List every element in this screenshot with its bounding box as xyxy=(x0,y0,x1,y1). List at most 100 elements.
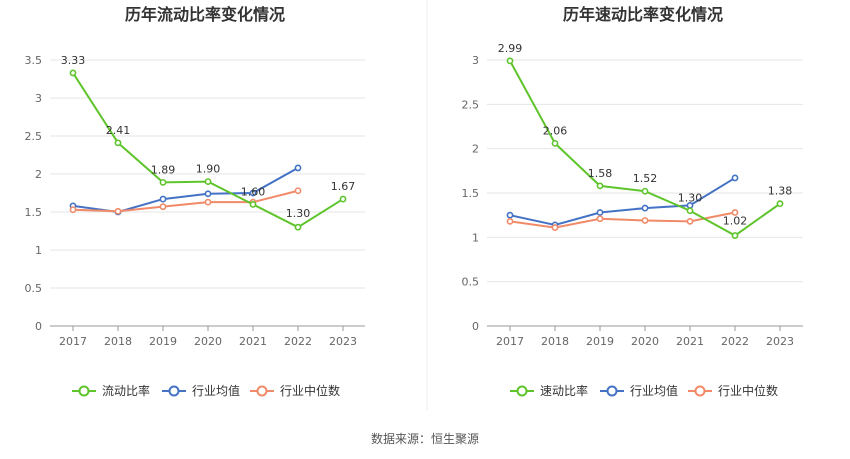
x-tick-label: 2019 xyxy=(149,335,177,348)
legend-swatch-marker xyxy=(606,385,618,397)
x-tick-label: 2017 xyxy=(496,335,524,348)
series-line-industry_median xyxy=(509,211,736,229)
data-point-industry_avg xyxy=(204,190,212,198)
data-point-company xyxy=(249,200,257,208)
series-line-industry_avg xyxy=(509,177,736,226)
data-point-industry_avg xyxy=(641,204,649,212)
chart-title: 历年速动比率变化情况 xyxy=(563,5,723,24)
y-tick-label: 1.5 xyxy=(462,187,480,200)
data-point-industry_median xyxy=(731,209,739,216)
data-label: 1.02 xyxy=(723,215,748,228)
data-point-company xyxy=(686,207,694,215)
legend-item: 行业中位数 xyxy=(250,383,340,398)
data-point-industry_median xyxy=(114,207,122,215)
x-tick-label: 2017 xyxy=(59,335,87,348)
legend-label: 行业中位数 xyxy=(718,383,778,398)
y-tick-label: 0.5 xyxy=(25,282,43,295)
legend-item: 流动比率 xyxy=(72,383,150,398)
data-point-company xyxy=(551,139,559,147)
data-label: 3.33 xyxy=(61,54,86,67)
data-point-company xyxy=(114,139,122,147)
y-tick-label: 1 xyxy=(472,231,479,244)
legend-label: 行业中位数 xyxy=(280,383,340,398)
x-tick-label: 2021 xyxy=(676,335,704,348)
x-tick-label: 2018 xyxy=(104,335,132,348)
data-label: 1.89 xyxy=(151,163,176,176)
y-tick-label: 2.5 xyxy=(462,98,480,111)
x-tick-label: 2018 xyxy=(541,335,569,348)
data-label: 1.38 xyxy=(768,185,793,198)
x-tick-label: 2023 xyxy=(766,335,794,348)
data-label: 1.90 xyxy=(196,163,221,176)
data-label: 2.99 xyxy=(498,42,523,55)
data-point-industry_avg xyxy=(294,164,302,172)
data-point-industry_avg xyxy=(506,211,514,219)
data-point-company xyxy=(776,200,784,208)
legend-swatch-marker xyxy=(694,385,706,397)
legend-label: 行业均值 xyxy=(192,383,240,398)
data-point-industry_median xyxy=(686,217,694,225)
data-point-company xyxy=(294,223,302,231)
x-tick-label: 2022 xyxy=(721,335,749,348)
data-point-industry_avg xyxy=(596,209,604,216)
legend-item: 行业均值 xyxy=(600,383,678,398)
legend-item: 行业中位数 xyxy=(688,383,778,398)
y-tick-label: 0.5 xyxy=(462,276,480,289)
data-point-company xyxy=(339,195,347,203)
data-point-industry_avg xyxy=(159,195,167,203)
data-point-company xyxy=(641,187,649,195)
data-point-industry_avg xyxy=(249,189,257,197)
x-tick-label: 2022 xyxy=(284,335,312,348)
data-label: 1.52 xyxy=(633,172,658,185)
y-tick-label: 2.5 xyxy=(25,130,43,143)
x-tick-label: 2020 xyxy=(194,335,222,348)
legend-item: 行业均值 xyxy=(162,383,240,398)
chart-title: 历年流动比率变化情况 xyxy=(125,5,285,24)
y-tick-label: 3 xyxy=(472,54,479,67)
y-tick-label: 0 xyxy=(35,320,42,333)
y-tick-label: 3 xyxy=(35,92,42,105)
legend-label: 流动比率 xyxy=(102,383,150,398)
data-label: 2.06 xyxy=(543,124,568,137)
x-tick-label: 2023 xyxy=(329,335,357,348)
data-point-company xyxy=(596,182,604,190)
data-point-company xyxy=(204,178,212,185)
legend-swatch-marker xyxy=(78,385,90,397)
data-point-company xyxy=(731,232,739,239)
data-source-label: 数据来源：恒生聚源 xyxy=(370,432,479,446)
y-tick-label: 0 xyxy=(472,320,479,333)
legend-swatch-marker xyxy=(168,385,180,397)
data-point-company xyxy=(69,69,77,77)
x-tick-label: 2020 xyxy=(631,335,659,348)
x-tick-label: 2019 xyxy=(586,335,614,348)
data-label: 1.60 xyxy=(241,185,266,198)
legend-swatch-marker xyxy=(516,385,528,397)
y-tick-label: 2 xyxy=(35,168,42,181)
x-tick-label: 2021 xyxy=(239,335,267,348)
data-point-industry_median xyxy=(506,217,514,225)
data-label: 2.41 xyxy=(106,124,131,137)
data-point-industry_median xyxy=(69,206,77,214)
legend-label: 速动比率 xyxy=(540,383,588,398)
legend-swatch-marker xyxy=(256,385,268,397)
y-tick-label: 2 xyxy=(472,143,479,156)
data-point-company xyxy=(159,178,167,186)
data-label: 1.30 xyxy=(678,192,703,205)
chart-panel-1: 历年流动比率变化情况 0 0.5 1 1.5 2 2.5 3 3.5 2017 2018 2019 20… xyxy=(25,5,365,398)
data-point-industry_avg xyxy=(731,174,739,182)
legend-label: 行业均值 xyxy=(630,383,678,398)
y-tick-label: 1.5 xyxy=(25,206,43,219)
legend-item: 速动比率 xyxy=(510,383,588,398)
data-label: 1.58 xyxy=(588,167,613,180)
data-label: 1.67 xyxy=(331,180,356,193)
data-label: 1.30 xyxy=(286,207,311,220)
data-point-industry_median xyxy=(204,198,212,206)
y-tick-label: 3.5 xyxy=(25,54,43,67)
data-point-industry_median xyxy=(159,203,167,211)
data-point-industry_median xyxy=(596,215,604,223)
data-point-company xyxy=(506,57,514,65)
y-tick-label: 1 xyxy=(35,244,42,257)
data-point-industry_median xyxy=(551,224,559,231)
